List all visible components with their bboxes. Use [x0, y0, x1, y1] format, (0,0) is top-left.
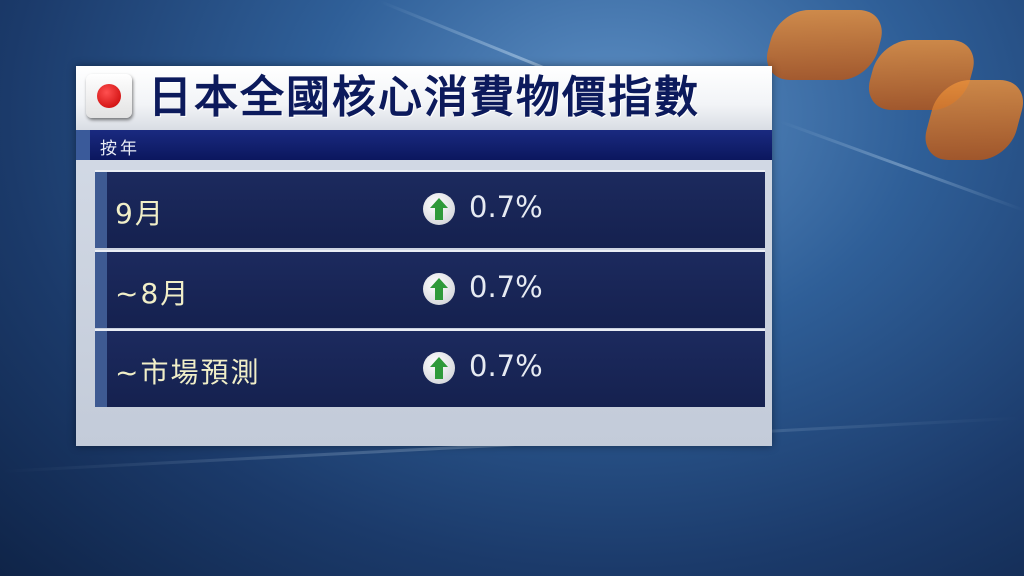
- data-row: ~市場預測 0.7%: [95, 329, 765, 407]
- up-arrow-icon: [423, 273, 455, 305]
- data-row: ~8月 0.7%: [95, 250, 765, 328]
- row-accent: [95, 331, 107, 407]
- row-value: 0.7%: [469, 270, 543, 304]
- up-arrow-icon: [423, 352, 455, 384]
- subtitle-bar: 按年: [76, 130, 772, 160]
- data-row: 9月 0.7%: [95, 170, 765, 248]
- row-value: 0.7%: [469, 190, 543, 224]
- row-label: ~8月: [115, 277, 191, 310]
- panel-subtitle: 按年: [100, 139, 140, 159]
- row-label: 9月: [115, 197, 165, 230]
- row-accent: [95, 252, 107, 328]
- cpi-info-panel: 日本全國核心消費物價指數 按年 9月 0.7% ~8月 0.7% ~市場預測 0…: [76, 66, 772, 446]
- up-arrow-icon: [423, 193, 455, 225]
- row-label: ~市場預測: [115, 356, 261, 389]
- japan-flag-icon: [86, 74, 132, 118]
- row-accent: [95, 172, 107, 248]
- row-value: 0.7%: [469, 349, 543, 383]
- title-bar: 日本全國核心消費物價指數: [76, 66, 772, 130]
- subtitle-accent: [76, 130, 90, 160]
- panel-title: 日本全國核心消費物價指數: [148, 72, 700, 123]
